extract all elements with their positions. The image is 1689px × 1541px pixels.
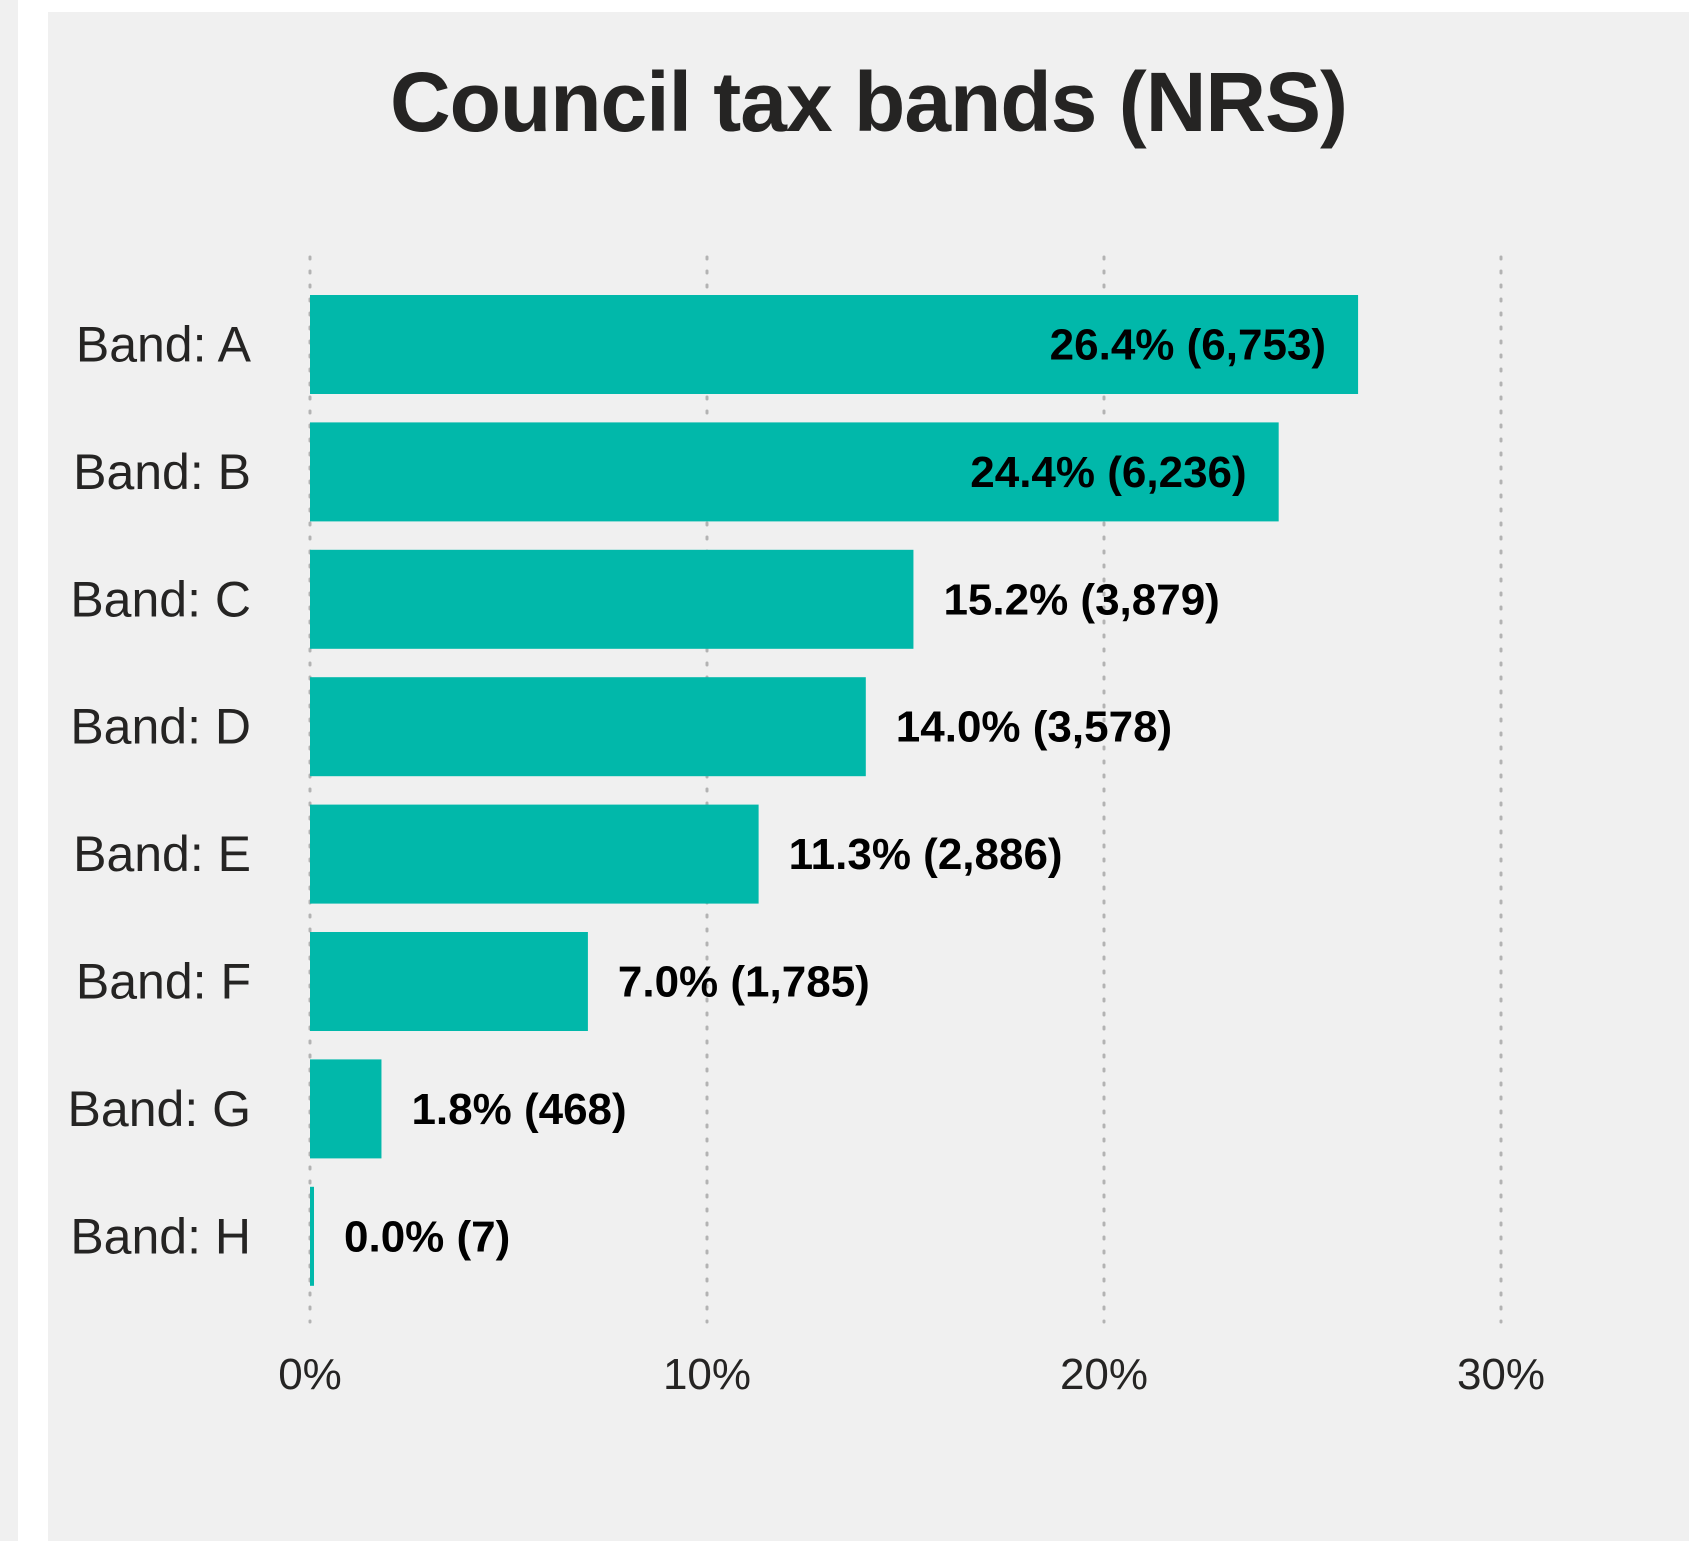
data-label: 26.4% (6,753)	[1050, 321, 1326, 370]
x-tick-label: 20%	[1060, 1350, 1148, 1399]
data-label: 1.8% (468)	[411, 1085, 626, 1134]
chart-title: Council tax bands (NRS)	[389, 55, 1348, 149]
bar[interactable]	[310, 1186, 314, 1286]
category-label: Band: C	[70, 571, 251, 627]
data-label: 14.0% (3,578)	[896, 703, 1172, 752]
bar[interactable]	[310, 932, 588, 1031]
category-label: Band: F	[76, 954, 251, 1010]
bar[interactable]	[310, 1059, 382, 1159]
data-label: 0.0% (7)	[344, 1212, 510, 1261]
data-label: 11.3% (2,886)	[789, 830, 1063, 879]
category-label: Band: H	[70, 1208, 251, 1264]
bar[interactable]	[310, 549, 914, 649]
data-label: 15.2% (3,879)	[943, 575, 1219, 624]
category-label: Band: A	[76, 317, 252, 373]
bar[interactable]	[310, 422, 1279, 522]
category-label: Band: G	[68, 1081, 251, 1137]
bar[interactable]	[310, 677, 866, 777]
x-tick-label: 30%	[1457, 1350, 1545, 1399]
x-tick-label: 10%	[663, 1350, 751, 1399]
category-label: Band: E	[73, 826, 251, 882]
x-tick-label: 0%	[278, 1350, 342, 1399]
data-label: 7.0% (1,785)	[618, 958, 870, 1007]
bar-chart: 0% 10% 20% 30% Band: A 26.4% (6,753) Band: B 24…	[68, 255, 1545, 1399]
bar[interactable]	[310, 804, 759, 904]
chart-panel: Council tax bands (NRS) 0% 10% 20% 30% Band:…	[48, 12, 1689, 1541]
category-label: Band: D	[70, 699, 251, 755]
data-label: 24.4% (6,236)	[970, 448, 1246, 497]
category-label: Band: B	[73, 444, 251, 500]
bar[interactable]	[310, 295, 1359, 394]
left-panel-edge	[0, 0, 18, 1541]
